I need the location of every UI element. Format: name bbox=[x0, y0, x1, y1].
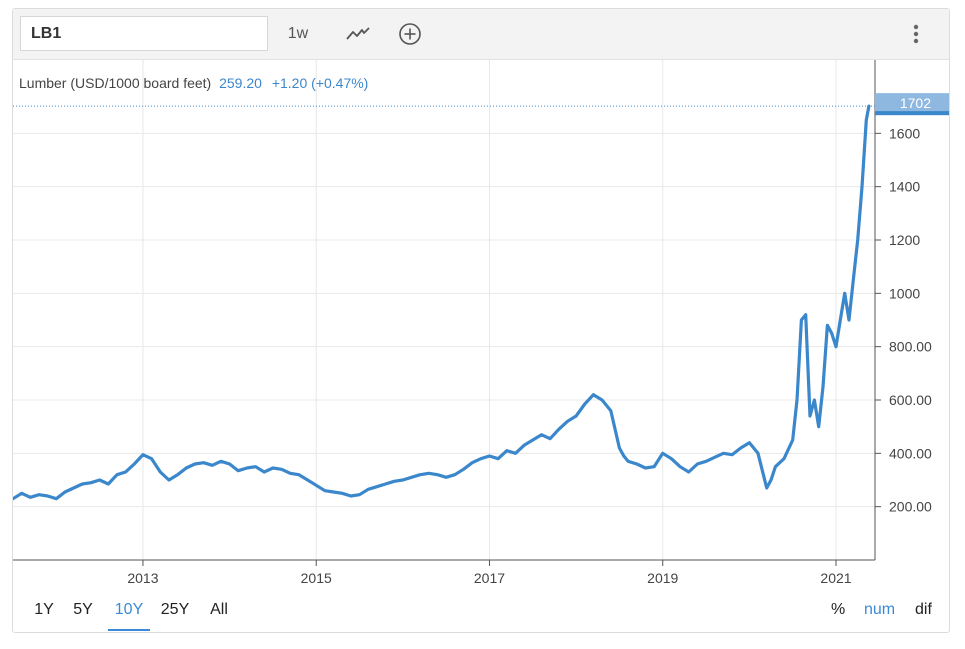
y-tick-label: 200.00 bbox=[889, 499, 932, 515]
y-tick-label: 600.00 bbox=[889, 392, 932, 408]
range-5y-button[interactable]: 5Y bbox=[73, 601, 93, 618]
period-button[interactable]: 1w bbox=[281, 19, 315, 49]
last-price-tag: 1702 bbox=[875, 93, 949, 116]
chart-type-button[interactable] bbox=[341, 19, 375, 49]
range-selector: 1Y 5Y 10Y 25Y All % num dif bbox=[13, 595, 949, 631]
x-tick-label: 2013 bbox=[127, 570, 158, 586]
chart-widget: 1w 200.00 400.00 600.00 800.00 1000 1200 bbox=[11, 8, 950, 633]
price-chart[interactable]: 200.00 400.00 600.00 800.00 1000 1200 1400 1600… bbox=[11, 60, 949, 595]
y-tick-label: 1200 bbox=[889, 232, 920, 248]
add-circle-icon bbox=[399, 23, 421, 45]
x-tick-label: 2015 bbox=[301, 570, 332, 586]
quote-header: Lumber (USD/1000 board feet) 259.20 +1.2… bbox=[19, 75, 368, 91]
y-tick-label: 1400 bbox=[889, 179, 920, 195]
svg-text:Lumber (USD/1000 board feet): Lumber (USD/1000 board feet) 259.20 +1.2… bbox=[19, 75, 368, 91]
chart-toolbar: 1w bbox=[13, 9, 949, 60]
y-tick-label: 800.00 bbox=[889, 339, 932, 355]
line-chart-icon bbox=[346, 27, 370, 40]
x-tick-label: 2021 bbox=[820, 570, 851, 586]
y-tick-label: 1000 bbox=[889, 285, 920, 301]
range-25y-button[interactable]: 25Y bbox=[160, 601, 190, 618]
mode-dif-button[interactable]: dif bbox=[915, 601, 932, 618]
period-label: 1w bbox=[287, 25, 309, 42]
x-tick-label: 2019 bbox=[647, 570, 678, 586]
instrument-name: Lumber (USD/1000 board feet) bbox=[19, 75, 211, 91]
last-price-tag-label: 1702 bbox=[900, 95, 931, 111]
y-tick-label: 1600 bbox=[889, 125, 920, 141]
chart-area: 200.00 400.00 600.00 800.00 1000 1200 1400 1600… bbox=[11, 60, 949, 595]
menu-button[interactable] bbox=[903, 19, 929, 49]
x-tick-label: 2017 bbox=[474, 570, 505, 586]
symbol-input[interactable] bbox=[20, 16, 268, 51]
range-1y-button[interactable]: 1Y bbox=[34, 601, 54, 618]
last-price: 259.20 bbox=[219, 75, 262, 91]
series-line bbox=[11, 104, 871, 501]
y-tick-label: 400.00 bbox=[889, 445, 932, 461]
price-change: +1.20 (+0.47%) bbox=[272, 75, 369, 91]
mode-num-button[interactable]: num bbox=[864, 601, 896, 618]
mode-percent-button[interactable]: % bbox=[831, 601, 846, 618]
range-all-button[interactable]: All bbox=[210, 601, 228, 618]
kebab-menu-icon bbox=[913, 24, 919, 44]
range-10y-button[interactable]: 10Y bbox=[108, 597, 150, 631]
add-indicator-button[interactable] bbox=[393, 19, 427, 49]
